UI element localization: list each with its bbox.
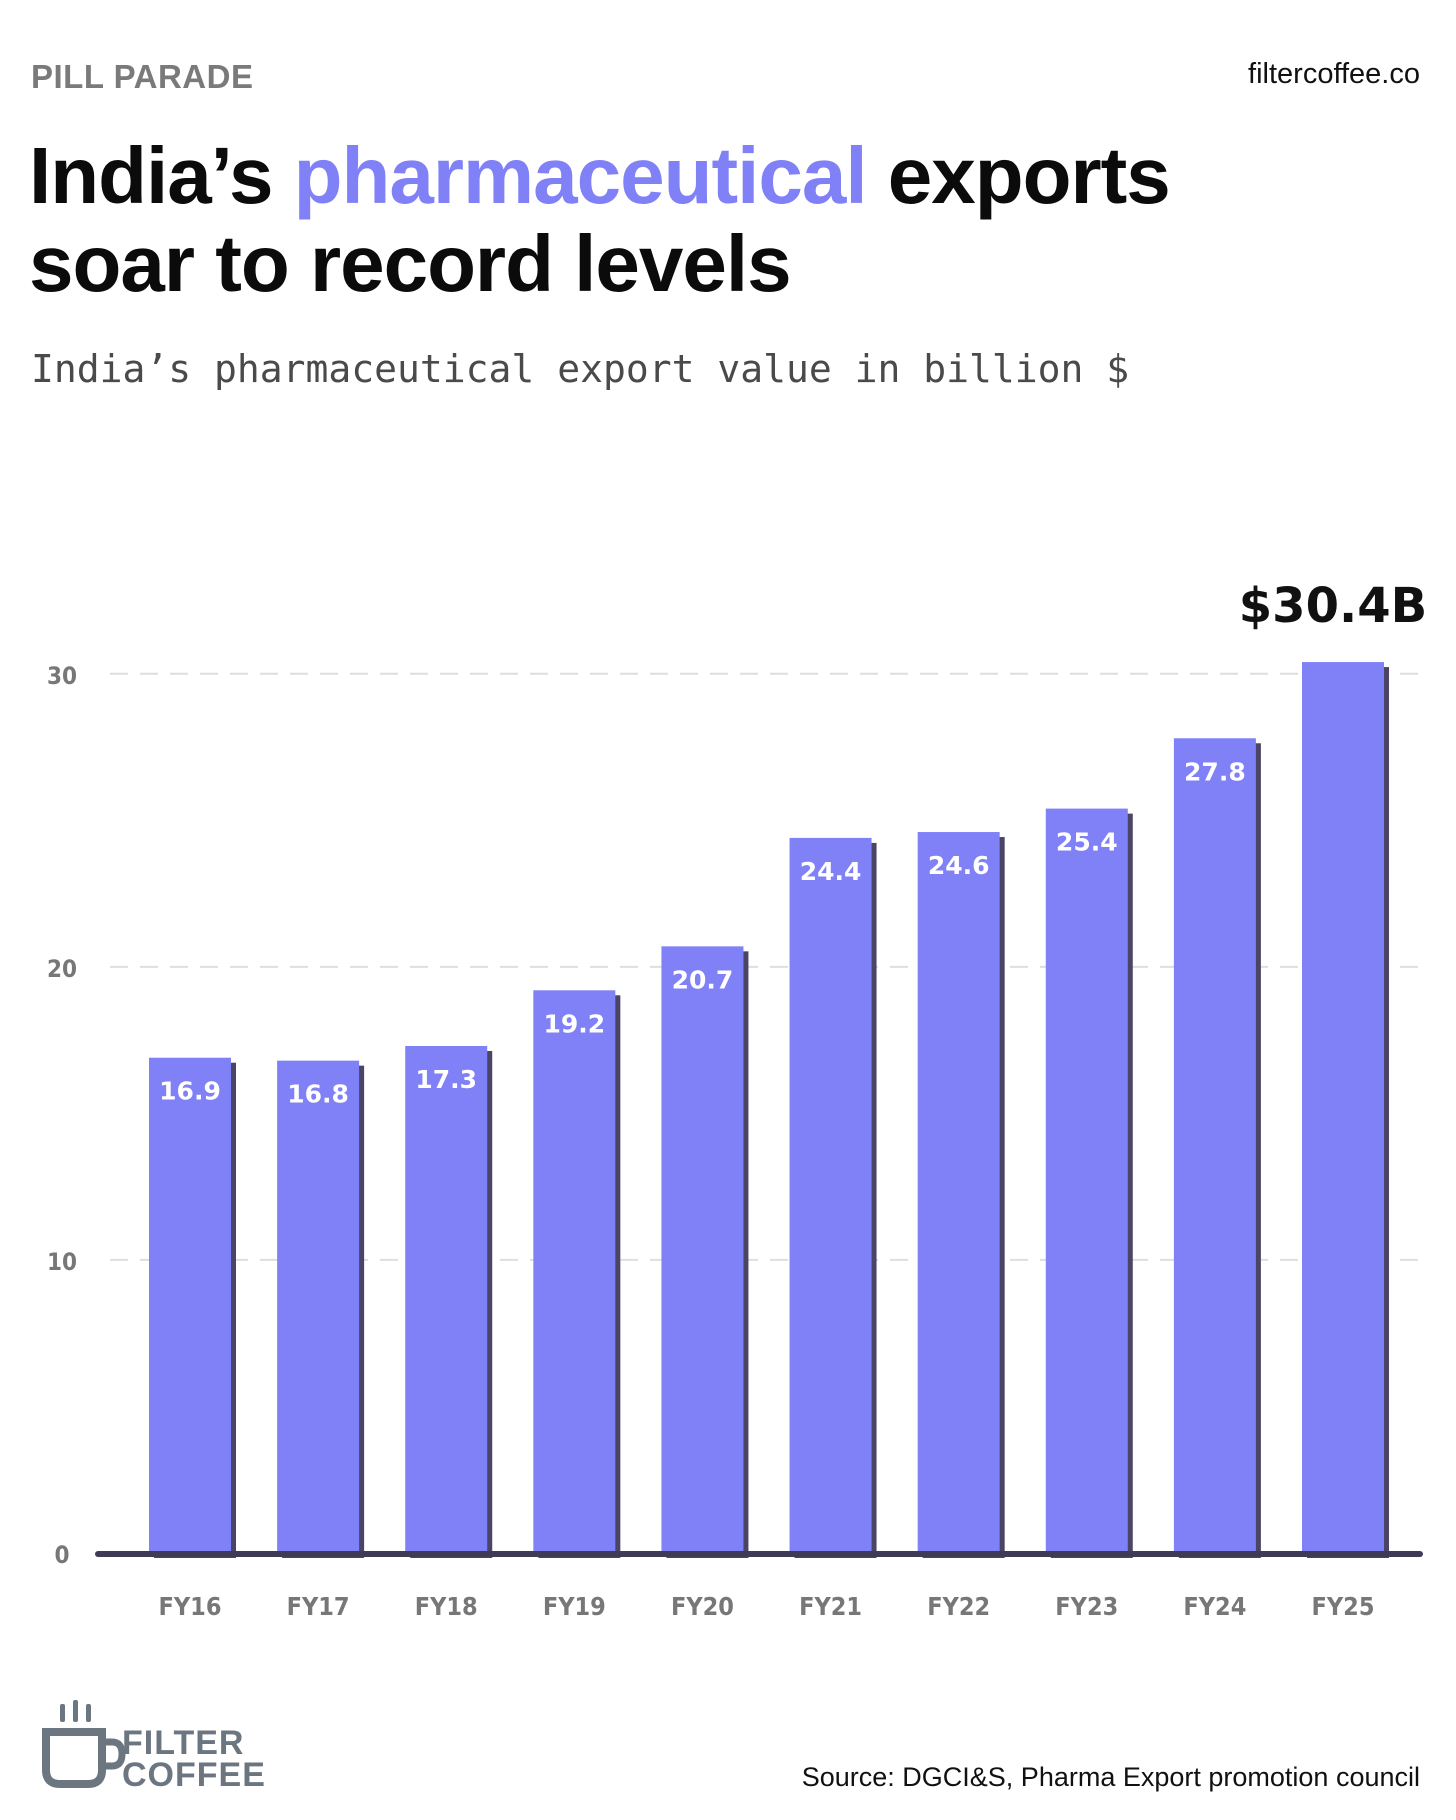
bar-data-label: 25.4	[1056, 828, 1118, 857]
y-tick-label: 10	[47, 1248, 77, 1276]
bar	[1173, 738, 1256, 1553]
logo-text: FILTER COFFEE	[122, 1724, 266, 1794]
page-title: India’s pharmaceutical exports soar to re…	[29, 131, 1171, 308]
bar	[405, 1045, 488, 1553]
x-tick-label: FY17	[287, 1592, 350, 1621]
bar-data-label: 27.8	[1184, 757, 1246, 786]
bar-data-label: 24.4	[800, 857, 862, 886]
logo-line1: FILTER	[122, 1724, 245, 1762]
y-tick-label: 30	[47, 662, 77, 690]
x-tick-label: FY22	[927, 1592, 990, 1621]
subtitle: India’s pharmaceutical export value in b…	[31, 347, 1130, 391]
filter-coffee-logo-icon	[42, 1700, 126, 1788]
kicker: PILL PARADE	[31, 58, 254, 95]
bar-data-label: 16.9	[159, 1077, 221, 1106]
logo-line2: COFFEE	[122, 1756, 266, 1794]
title-part1: India’s	[29, 131, 294, 220]
bar-data-label: 19.2	[543, 1009, 605, 1038]
source-note: Source: DGCI&S, Pharma Export promotion …	[801, 1762, 1420, 1792]
bar	[1045, 808, 1128, 1553]
x-tick-label: FY18	[415, 1592, 478, 1621]
site-link[interactable]: filtercoffee.co	[1248, 58, 1420, 90]
bar-data-label: 20.7	[672, 965, 734, 994]
bar-data-label: 16.8	[287, 1080, 349, 1109]
x-tick-label: FY23	[1055, 1592, 1118, 1621]
y-tick-label: 20	[47, 955, 77, 983]
bar	[917, 832, 1000, 1553]
y-tick-label: 0	[54, 1541, 69, 1569]
x-tick-label: FY25	[1312, 1592, 1375, 1621]
bar	[149, 1057, 231, 1553]
bar	[277, 1060, 360, 1553]
bar	[1302, 662, 1384, 1553]
highlight-value-label: $30.4B	[1239, 578, 1427, 634]
title-highlight: pharmaceutical	[293, 131, 868, 220]
bar-chart: 0 10 20 30 16.9 FY16 16.8 FY17 17.3 FY18 19.2 FY19 2…	[47, 578, 1427, 1621]
x-tick-label: FY21	[799, 1592, 862, 1621]
x-tick-label: FY20	[671, 1592, 734, 1621]
title-line2: soar to record levels	[29, 219, 792, 308]
bar	[533, 990, 616, 1553]
x-tick-label: FY24	[1183, 1592, 1246, 1621]
x-tick-label: FY16	[159, 1592, 222, 1621]
bar-data-label: 24.6	[928, 851, 990, 880]
title-part2: exports	[866, 131, 1171, 220]
bar	[789, 837, 872, 1553]
x-tick-label: FY19	[543, 1592, 606, 1621]
bar-data-label: 17.3	[415, 1065, 477, 1094]
bar	[661, 946, 744, 1553]
